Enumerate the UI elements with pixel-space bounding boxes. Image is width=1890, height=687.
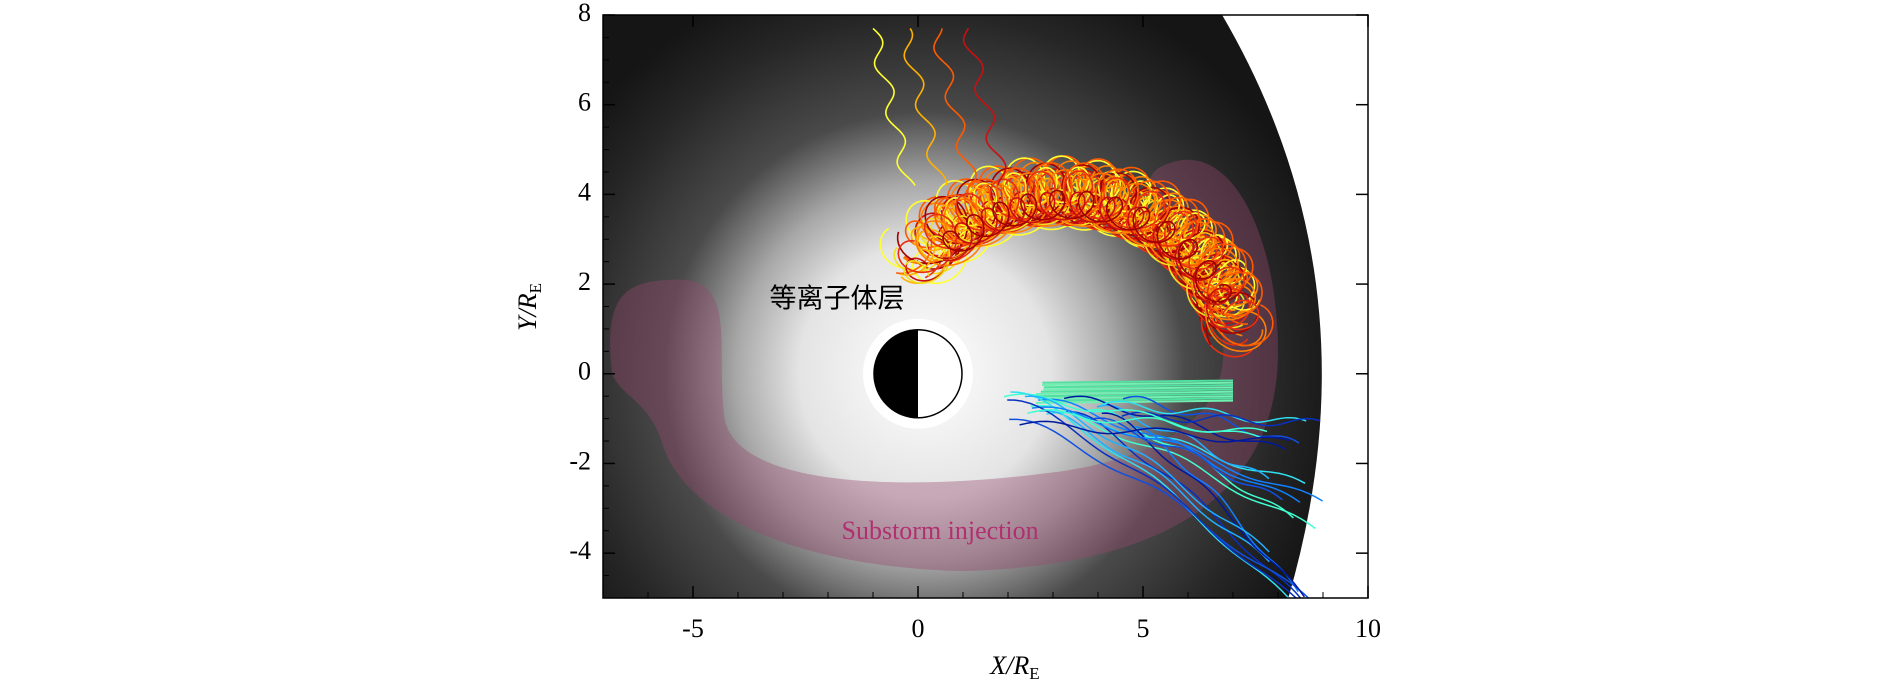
plasmasphere-label: 等离子体层 <box>770 283 905 314</box>
y-tick-label: 6 <box>578 88 591 117</box>
particle-trajectory <box>933 28 977 186</box>
particle-trajectory <box>915 169 1267 353</box>
x-tick-label: 10 <box>1355 614 1381 643</box>
plot-area <box>603 15 1368 598</box>
particle-trajectory <box>1101 412 1305 598</box>
particle-trajectory <box>1121 411 1321 427</box>
y-tick-label: 2 <box>578 267 591 296</box>
particle-trajectory <box>1043 383 1234 389</box>
particle-trajectory <box>1007 399 1298 598</box>
particle-trajectory <box>1038 398 1301 503</box>
outer-boundary <box>1222 15 1368 598</box>
particle-trajectory <box>1089 417 1283 501</box>
x-tick-label: 5 <box>1137 614 1150 643</box>
particle-trajectory <box>1131 426 1299 593</box>
earth-night <box>874 329 918 418</box>
y-axis-label: Y/RE <box>513 283 545 331</box>
particle-trajectory <box>1042 379 1234 384</box>
particle-trajectory <box>1031 406 1323 502</box>
particle-trajectory <box>1009 418 1310 598</box>
injection-label: Substorm injection <box>842 516 1039 545</box>
particle-trajectory <box>1019 420 1291 443</box>
particle-trajectory <box>1042 397 1234 402</box>
x-axis-label: X/RE <box>989 651 1039 683</box>
particle-trajectory <box>1043 386 1234 391</box>
particle-trajectory <box>962 28 1007 186</box>
background-density <box>603 15 1368 598</box>
particle-trajectory <box>903 28 948 186</box>
particle-trajectory <box>1039 410 1270 563</box>
x-tick-label: 0 <box>912 614 925 643</box>
particle-trajectory <box>934 161 1274 347</box>
particle-trajectory <box>942 189 1233 303</box>
y-label-subscript: E <box>526 283 545 293</box>
particle-trajectory <box>1063 395 1286 450</box>
y-tick-label: -4 <box>569 536 591 565</box>
particle-trajectory <box>1040 388 1234 393</box>
particle-trajectory <box>1036 390 1234 395</box>
y-tick-label: 4 <box>578 177 591 206</box>
particle-trajectory <box>1033 392 1234 398</box>
x-tick-label: -5 <box>682 614 704 643</box>
particle-trajectory <box>1101 400 1307 423</box>
particle-trajectory <box>917 178 1249 346</box>
y-tick-label: -2 <box>569 446 591 475</box>
x-label-text: X/R <box>989 651 1029 680</box>
y-label-text: Y/R <box>513 293 542 331</box>
particle-trajectory <box>872 27 916 186</box>
particle-trajectory <box>1040 395 1234 400</box>
y-tick-label: 0 <box>578 357 591 386</box>
particle-trajectory <box>1122 395 1300 444</box>
y-tick-label: 8 <box>578 0 591 27</box>
x-label-subscript: E <box>1029 664 1039 683</box>
particle-trajectory <box>1042 381 1234 386</box>
particle-trajectory <box>1027 409 1268 433</box>
